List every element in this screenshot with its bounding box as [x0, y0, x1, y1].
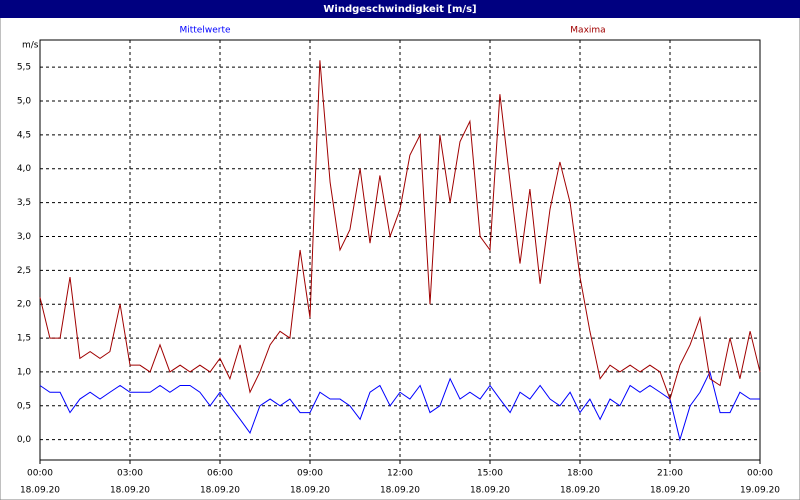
- y-axis-label: m/s: [22, 41, 39, 51]
- x-tick-label: 06:00: [207, 469, 233, 479]
- y-tick-label: 1,5: [17, 334, 31, 344]
- y-tick-label: 3,0: [17, 232, 32, 242]
- x-tick-label: 09:00: [297, 469, 323, 479]
- title-bar: [0, 0, 800, 18]
- x-tick-label: 03:00: [117, 469, 143, 479]
- x-tick-label: 18:00: [567, 469, 593, 479]
- x-tick-date: 18.09.20: [290, 486, 330, 496]
- y-tick-label: 5,0: [17, 96, 32, 106]
- x-tick-date: 18.09.20: [650, 486, 690, 496]
- plot-area: [39, 39, 761, 461]
- legend-entry: Maxima: [570, 26, 605, 36]
- legend-entry: Mittelwerte: [179, 26, 230, 36]
- x-tick-date: 18.09.20: [200, 486, 240, 496]
- series-line: [39, 370, 760, 442]
- x-tick-date: 18.09.20: [470, 486, 510, 496]
- y-tick-label: 4,0: [17, 164, 32, 174]
- series-line: [39, 60, 761, 401]
- y-tick-label: 2,5: [17, 266, 31, 276]
- y-tick-label: 1,0: [17, 367, 32, 377]
- y-tick-label: 0,0: [17, 435, 32, 445]
- y-tick-label: 4,5: [17, 130, 31, 140]
- y-tick-label: 2,0: [17, 300, 32, 310]
- x-tick-label: 21:00: [657, 469, 683, 479]
- x-tick-date: 18.09.20: [20, 486, 60, 496]
- x-tick-label: 00:00: [747, 469, 773, 479]
- x-tick-date: 18.09.20: [110, 486, 150, 496]
- x-tick-label: 15:00: [477, 469, 503, 479]
- x-tick-label: 12:00: [387, 469, 413, 479]
- y-tick-label: 0,5: [17, 401, 31, 411]
- y-tick-label: 5,5: [17, 63, 31, 73]
- chart-title: Windgeschwindigkeit [m/s]: [323, 4, 476, 15]
- x-tick-date: 18.09.20: [560, 486, 600, 496]
- y-tick-label: 3,5: [17, 198, 31, 208]
- x-tick-date: 18.09.20: [380, 486, 420, 496]
- x-tick-label: 00:00: [27, 469, 53, 479]
- x-tick-date: 19.09.20: [740, 486, 780, 496]
